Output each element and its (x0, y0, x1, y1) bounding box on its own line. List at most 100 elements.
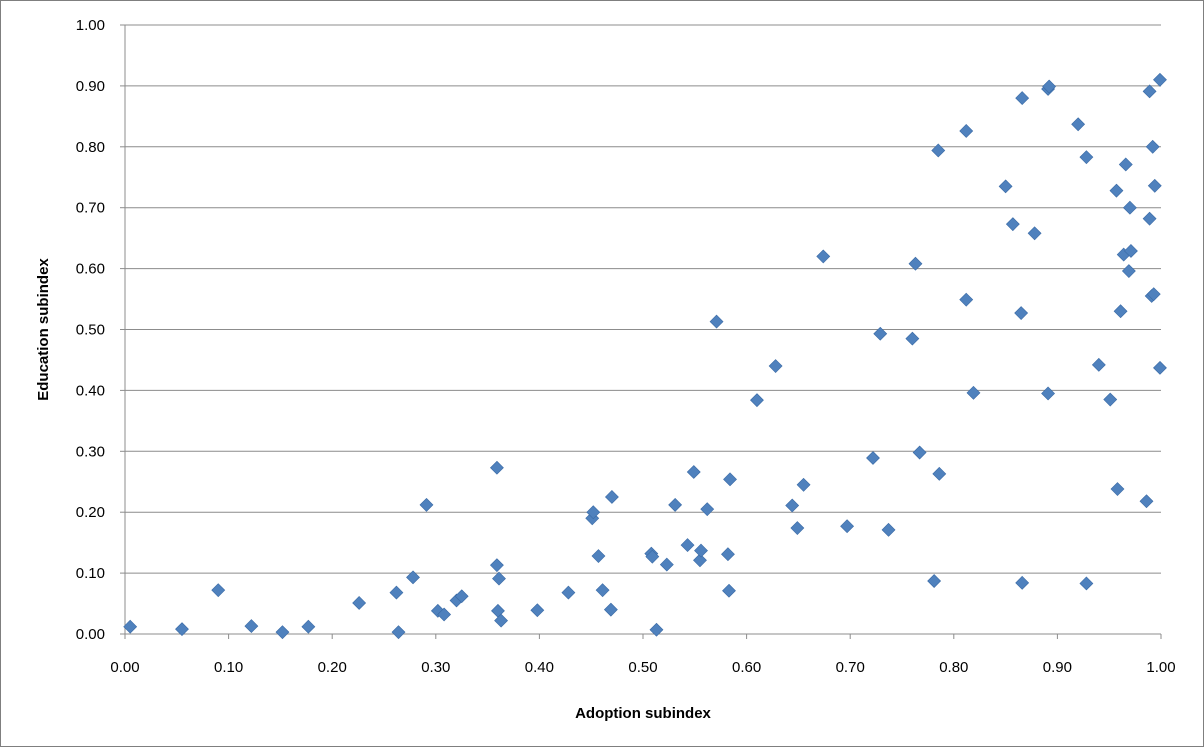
x-tick-label: 0.20 (318, 659, 347, 676)
data-point (722, 583, 736, 598)
axes (120, 24, 1162, 639)
data-point (1146, 287, 1161, 302)
data-point (668, 497, 683, 512)
data-point (489, 558, 504, 573)
data-point (301, 619, 316, 634)
data-point (530, 603, 545, 618)
y-tick-label: 0.30 (76, 443, 105, 460)
data-point (927, 574, 942, 588)
y-tick-label: 0.00 (76, 626, 105, 643)
data-point (796, 477, 811, 492)
y-tick-label: 0.50 (76, 322, 105, 339)
data-point (211, 583, 226, 598)
x-tick-label: 0.90 (1043, 659, 1072, 676)
data-point (275, 625, 290, 640)
data-point (912, 445, 927, 460)
data-point (959, 124, 974, 138)
x-tick-label: 0.10 (214, 659, 243, 676)
x-tick-label: 0.00 (110, 659, 139, 676)
y-tick-label: 0.80 (76, 139, 105, 156)
data-point (1042, 79, 1057, 94)
data-point (389, 585, 404, 600)
data-point (1103, 392, 1118, 407)
data-point (694, 543, 708, 558)
data-point (998, 179, 1013, 194)
y-tick-label: 0.90 (76, 78, 105, 95)
data-point (1005, 217, 1020, 232)
x-tick-label: 0.80 (939, 659, 968, 676)
x-tick-label: 0.70 (836, 659, 865, 676)
data-point (659, 557, 674, 572)
data-point (686, 465, 701, 479)
data-point (585, 511, 600, 526)
data-point (595, 583, 610, 598)
data-point (175, 622, 189, 637)
data-point (721, 547, 735, 562)
data-point (1041, 386, 1056, 401)
data-point (1145, 139, 1160, 154)
data-point (603, 602, 618, 617)
data-point (932, 466, 947, 481)
data-point (700, 502, 715, 517)
data-point (693, 553, 707, 568)
data-point (1122, 200, 1137, 215)
data-point (1142, 84, 1157, 99)
data-point (866, 451, 880, 465)
data-point (873, 326, 888, 341)
data-point (723, 472, 737, 487)
data-point (1015, 575, 1030, 590)
data-point (489, 460, 504, 475)
data-point (1153, 72, 1167, 87)
data-point (1139, 494, 1154, 509)
data-point (645, 549, 660, 564)
data-point (561, 585, 576, 600)
data-point (1153, 360, 1167, 375)
data-point (454, 589, 469, 604)
x-tick-label: 0.50 (628, 659, 657, 676)
data-point (931, 143, 946, 158)
data-point (1079, 576, 1094, 591)
data-point (1110, 482, 1125, 496)
data-point (492, 571, 506, 586)
data-point (1113, 304, 1128, 319)
data-point (586, 505, 601, 520)
y-tick-label: 0.10 (76, 565, 105, 582)
data-points (123, 72, 1167, 640)
data-point (959, 292, 974, 307)
data-point (785, 498, 800, 513)
data-point (1015, 91, 1030, 106)
data-point (406, 570, 420, 585)
data-point (244, 619, 259, 634)
data-point (1118, 157, 1133, 172)
x-tick-labels: 0.00 0.10 0.20 0.30 0.40 0.50 0.60 0.70 0.80 0.90… (110, 659, 1175, 676)
data-point (649, 622, 664, 637)
data-point (591, 549, 606, 563)
data-point (123, 619, 138, 634)
y-tick-label: 1.00 (76, 17, 105, 34)
data-point (1121, 264, 1136, 278)
y-tick-label: 0.70 (76, 200, 105, 217)
data-point (908, 256, 923, 271)
data-point (790, 521, 805, 535)
data-point (816, 249, 831, 264)
data-point (881, 522, 896, 537)
data-point (1124, 244, 1138, 258)
data-point (494, 613, 508, 628)
data-point (966, 385, 981, 400)
data-point (840, 519, 855, 534)
data-point (1027, 226, 1042, 241)
data-point (437, 607, 452, 622)
data-point (750, 393, 764, 408)
x-tick-label: 0.40 (525, 659, 554, 676)
y-tick-label: 0.20 (76, 504, 105, 521)
data-point (1091, 357, 1106, 372)
data-point (1147, 178, 1162, 193)
y-tick-labels: 0.00 0.10 0.20 0.30 0.40 0.50 0.60 0.70 0.80 0.90… (76, 17, 105, 643)
data-point (1071, 117, 1086, 132)
data-point (352, 596, 367, 610)
data-point (391, 625, 406, 640)
data-point (1109, 183, 1124, 198)
data-point (680, 538, 695, 553)
